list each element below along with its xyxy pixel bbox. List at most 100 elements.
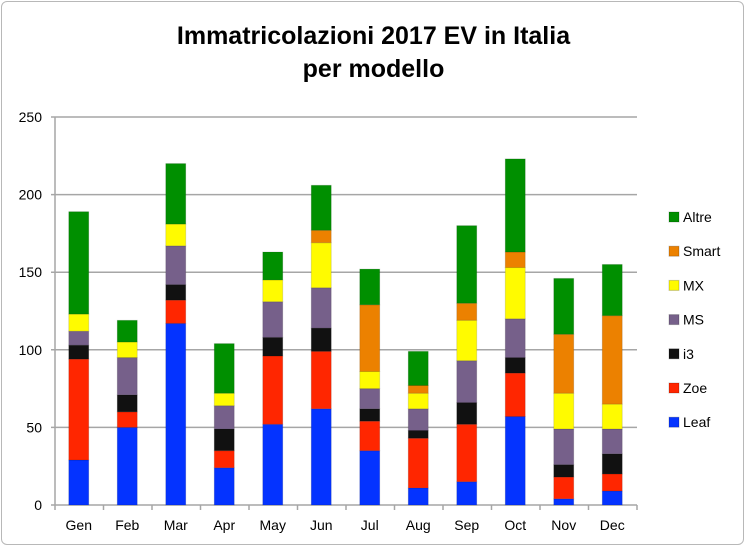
bar-Gen-ms [68, 330, 90, 346]
bar-May-mx [262, 279, 284, 303]
bar-Aug-ms [407, 408, 429, 432]
bar-Sep-mx [456, 319, 478, 362]
legend-label-smart: Smart [683, 243, 720, 259]
bar-Dec-i3 [601, 453, 623, 475]
bar-Mar-ms [165, 245, 187, 286]
bar-May-zoe [262, 355, 284, 425]
bar-Jul-mx [359, 371, 381, 390]
bar-Aug-zoe [407, 437, 429, 489]
bar-Feb-i3 [116, 394, 138, 413]
bar-Feb-ms [116, 357, 138, 396]
bar-Oct-altre [504, 158, 526, 253]
bar-Oct-mx [504, 267, 526, 320]
bar-Gen-altre [68, 211, 90, 315]
x-tick-label-May: May [260, 517, 286, 533]
bar-Sep-zoe [456, 423, 478, 483]
legend-swatch-ms [668, 314, 680, 326]
bar-Gen-zoe [68, 358, 90, 461]
bar-Nov-zoe [553, 476, 575, 500]
bar-Nov-altre [553, 277, 575, 335]
x-tick-label-Gen: Gen [66, 517, 92, 533]
bar-Apr-leaf [213, 467, 235, 506]
x-tick-label-Jul: Jul [361, 517, 379, 533]
x-tick-label-Apr: Apr [213, 517, 235, 533]
bar-Feb-leaf [116, 426, 138, 506]
y-tick-label-250: 250 [19, 109, 43, 125]
bar-Mar-mx [165, 223, 187, 247]
bar-Aug-leaf [407, 487, 429, 506]
legend-label-zoe: Zoe [683, 380, 707, 396]
bar-Sep-leaf [456, 481, 478, 506]
bar-Dec-smart [601, 315, 623, 405]
x-tick-label-Nov: Nov [551, 517, 576, 533]
bar-Apr-ms [213, 405, 235, 430]
bar-Mar-altre [165, 163, 187, 225]
y-tick-label-200: 200 [19, 187, 43, 203]
bar-Sep-i3 [456, 402, 478, 425]
x-tick-label-Oct: Oct [504, 517, 526, 533]
legend-label-mx: MX [683, 277, 705, 293]
bar-Feb-mx [116, 341, 138, 359]
bar-Dec-ms [601, 428, 623, 455]
bar-Mar-i3 [165, 284, 187, 301]
x-tick-label-Mar: Mar [164, 517, 188, 533]
bar-May-ms [262, 301, 284, 338]
bar-Nov-mx [553, 392, 575, 430]
bar-Jun-leaf [310, 408, 332, 506]
legend-label-altre: Altre [683, 209, 712, 225]
bar-Jul-leaf [359, 450, 381, 506]
y-tick-label-150: 150 [19, 264, 43, 280]
legend-swatch-smart [668, 245, 680, 257]
title-line-2: per modello [302, 55, 445, 83]
bar-Mar-leaf [165, 322, 187, 506]
bar-Sep-smart [456, 302, 478, 321]
bar-Jun-mx [310, 242, 332, 289]
bar-Nov-i3 [553, 464, 575, 478]
legend-label-i3: i3 [683, 346, 694, 362]
bar-Jun-ms [310, 287, 332, 329]
bar-Gen-leaf [68, 459, 90, 506]
chart-title: Immatricolazioni 2017 EV in Italia per m… [0, 20, 747, 86]
bar-Jul-i3 [359, 408, 381, 422]
bar-Oct-smart [504, 251, 526, 269]
x-tick-label-Feb: Feb [115, 517, 139, 533]
bar-Jul-smart [359, 304, 381, 373]
legend-swatch-mx [668, 279, 680, 291]
bar-Jul-ms [359, 388, 381, 410]
bar-Aug-smart [407, 384, 429, 394]
bar-Dec-mx [601, 403, 623, 430]
y-tick-label-100: 100 [19, 342, 43, 358]
bar-Aug-altre [407, 350, 429, 386]
title-line-1: Immatricolazioni 2017 EV in Italia [176, 22, 571, 50]
bar-Feb-altre [116, 319, 138, 343]
bar-Jul-altre [359, 268, 381, 306]
bar-Jun-altre [310, 184, 332, 231]
bar-May-i3 [262, 336, 284, 357]
bar-Nov-smart [553, 333, 575, 394]
legend-swatch-zoe [668, 382, 680, 394]
x-tick-label-Dec: Dec [600, 517, 625, 533]
bar-Oct-leaf [504, 416, 526, 506]
bar-May-altre [262, 251, 284, 281]
y-tick-label-0: 0 [34, 497, 42, 513]
legend-swatch-i3 [668, 348, 680, 360]
bar-Apr-zoe [213, 450, 235, 469]
bar-Dec-leaf [601, 490, 623, 506]
bar-Sep-ms [456, 360, 478, 404]
bar-Apr-i3 [213, 428, 235, 452]
bar-May-leaf [262, 423, 284, 506]
bar-Jul-zoe [359, 420, 381, 452]
x-tick-label-Sep: Sep [454, 517, 479, 533]
bar-Dec-altre [601, 263, 623, 317]
x-tick-label-Aug: Aug [406, 517, 431, 533]
bar-Oct-ms [504, 318, 526, 359]
bar-Aug-mx [407, 392, 429, 410]
legend-label-ms: MS [683, 312, 704, 328]
bar-Apr-mx [213, 392, 235, 407]
bar-Jun-smart [310, 229, 332, 244]
legend-label-leaf: Leaf [683, 414, 710, 430]
bar-Jun-i3 [310, 327, 332, 352]
bar-Gen-i3 [68, 344, 90, 360]
